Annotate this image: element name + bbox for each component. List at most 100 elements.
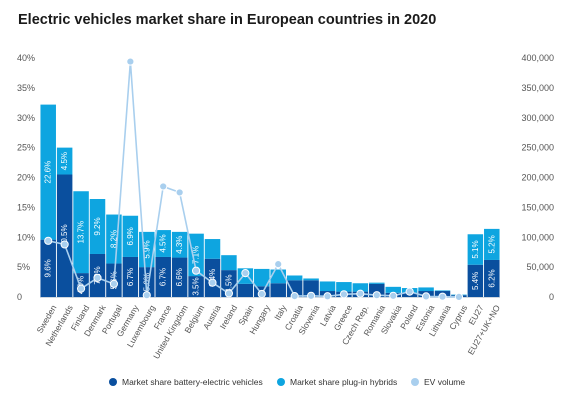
ev-volume-point xyxy=(372,291,381,300)
bar-phev xyxy=(56,147,73,175)
ev-volume-point xyxy=(339,290,349,299)
legend-phev-marker xyxy=(277,378,285,386)
ev-volume-point xyxy=(454,292,464,301)
ev-volume-point xyxy=(421,292,431,301)
bar-bev xyxy=(204,258,221,297)
bar-phev xyxy=(73,191,89,274)
ev-volume-point xyxy=(208,278,217,287)
ev-volume-point xyxy=(60,240,69,249)
y-right-tick-label: 100,000 xyxy=(521,232,554,242)
bar-phev xyxy=(418,287,434,292)
y-left-tick-label: 40% xyxy=(17,53,35,63)
data-label-bev: 5.4% xyxy=(471,272,480,290)
ev-volume-point xyxy=(438,292,447,301)
bar-phev xyxy=(40,104,56,240)
ev-volume-point xyxy=(76,284,86,293)
ev-volume-point xyxy=(290,292,299,301)
ev-volume-point xyxy=(306,291,316,300)
bar-phev xyxy=(336,282,352,292)
data-label-phev: 4.5% xyxy=(159,234,168,252)
bar-phev xyxy=(484,228,500,260)
ev-volume-point xyxy=(389,291,398,300)
bar-bev xyxy=(303,280,319,297)
ev-volume-point xyxy=(159,182,168,191)
y-right-tick-label: 0 xyxy=(549,292,554,302)
bar-bev xyxy=(369,283,385,297)
ev-volume-point xyxy=(241,269,250,278)
legend-ev-volume-label: EV volume xyxy=(424,377,465,387)
y-right-tick-label: 350,000 xyxy=(521,83,554,93)
bar-bev xyxy=(484,259,500,297)
y-right-tick-label: 50,000 xyxy=(526,262,554,272)
data-label-bev: 20.5% xyxy=(60,224,69,247)
y-left-tick-label: 25% xyxy=(17,143,35,153)
bar-phev xyxy=(303,278,319,281)
data-label-bev: 6.4% xyxy=(208,269,217,287)
bar-phev xyxy=(254,268,270,287)
ev-volume-point xyxy=(93,273,102,282)
ev-volume-point xyxy=(356,289,365,298)
legend-bev-label: Market share battery-electric vehicles xyxy=(122,377,263,387)
bar-phev xyxy=(89,199,106,254)
ev-volume-point xyxy=(224,289,234,298)
y-left-tick-label: 15% xyxy=(17,202,35,212)
bar-phev xyxy=(171,231,188,258)
ev-volume-point xyxy=(191,266,201,275)
bar-phev xyxy=(188,233,204,277)
data-label-phev: 7.1% xyxy=(192,246,201,264)
data-label-phev: 5.1% xyxy=(471,240,480,258)
bar-phev xyxy=(434,290,451,292)
data-label-phev: 8.2% xyxy=(109,230,118,248)
bar-phev xyxy=(352,283,369,292)
bar-phev xyxy=(286,275,303,281)
y-right-tick-label: 150,000 xyxy=(521,202,554,212)
bar-phev xyxy=(385,286,401,293)
data-label-phev: 4.5% xyxy=(60,152,69,170)
data-label-phev: 13.7% xyxy=(77,221,86,244)
ev-volume-point xyxy=(405,287,414,296)
ev-volume-point xyxy=(257,289,266,299)
y-left-tick-label: 20% xyxy=(17,173,35,183)
ev-volume-point xyxy=(323,292,332,301)
data-label-bev: 6.6% xyxy=(175,268,184,286)
bar-bev xyxy=(467,264,484,297)
y-right-tick-label: 300,000 xyxy=(521,113,554,123)
bar-bev xyxy=(56,174,73,297)
y-right-tick-label: 400,000 xyxy=(521,53,554,63)
bar-bev xyxy=(155,256,171,297)
data-label-phev: 9.2% xyxy=(93,217,102,235)
data-label-phev: 5.9% xyxy=(142,240,151,258)
bar-phev xyxy=(204,239,221,259)
bar-phev xyxy=(319,281,336,292)
data-label-bev: 4.5% xyxy=(224,274,233,292)
data-label-phev: 6.9% xyxy=(126,227,135,245)
bar-bev xyxy=(171,257,188,297)
bar-phev xyxy=(155,230,171,257)
data-label-bev: 6.2% xyxy=(487,269,496,287)
data-label-phev: 4.3% xyxy=(175,236,184,254)
bar-phev xyxy=(221,255,237,271)
bar-bev xyxy=(286,280,303,297)
data-label-phev: 5.2% xyxy=(487,235,496,253)
y-left-tick-label: 10% xyxy=(17,232,35,242)
bar-phev xyxy=(467,234,484,265)
y-right-tick-label: 200,000 xyxy=(521,173,554,183)
ev-volume-point xyxy=(274,260,283,269)
ev-volume-point xyxy=(126,57,135,66)
bar-bev xyxy=(40,239,56,297)
y-left-tick-label: 0 xyxy=(17,292,22,302)
bar-phev xyxy=(369,282,385,284)
bar-phev xyxy=(122,215,139,257)
data-label-phev: 22.6% xyxy=(44,161,53,184)
ev-volume-point xyxy=(109,279,119,288)
legend-ev-volume-marker xyxy=(411,378,419,386)
y-left-tick-label: 35% xyxy=(17,83,35,93)
legend-bev-marker xyxy=(109,378,117,386)
ev-volume-point xyxy=(44,236,53,245)
data-label-bev: 5.0% xyxy=(142,273,151,291)
y-left-tick-label: 30% xyxy=(17,113,35,123)
ev-volume-point xyxy=(142,291,151,300)
legend-phev-label: Market share plug-in hybrids xyxy=(290,377,397,387)
data-label-bev: 3.5% xyxy=(192,277,201,295)
